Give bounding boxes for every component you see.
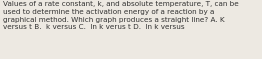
Text: Values of a rate constant, k, and absolute temperature, T, can be
used to determ: Values of a rate constant, k, and absolu… (3, 1, 238, 30)
